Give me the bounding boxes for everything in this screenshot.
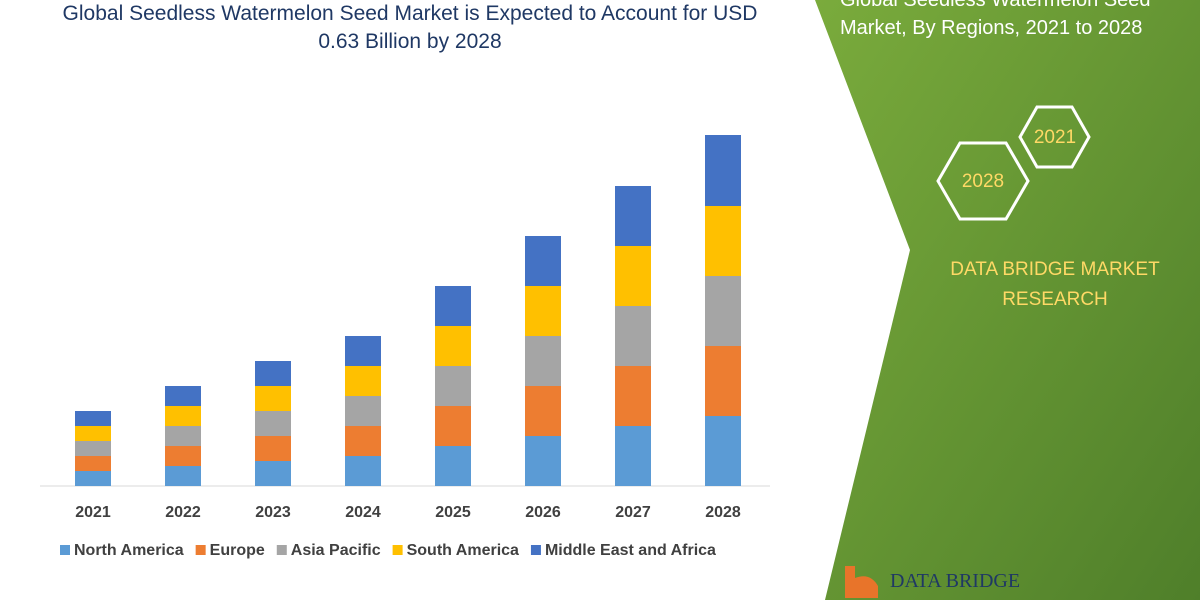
bar-segment: [705, 346, 741, 416]
legend-label: North America: [74, 542, 184, 559]
bar-segment: [705, 206, 741, 276]
bar-segment: [345, 366, 381, 396]
x-tick-label: 2024: [345, 504, 381, 521]
bar-segment: [705, 416, 741, 486]
bar-segment: [345, 336, 381, 366]
bar-segment: [705, 276, 741, 346]
bar-segment: [435, 406, 471, 446]
legend-swatch: [60, 545, 70, 555]
x-tick-label: 2027: [615, 504, 651, 521]
legend-label: Middle East and Africa: [545, 542, 716, 559]
bar-segment: [165, 466, 201, 486]
x-tick-label: 2021: [75, 504, 111, 521]
bar-segment: [525, 286, 561, 336]
bar-segment: [255, 386, 291, 411]
bar-segment: [255, 436, 291, 461]
bar-segment: [75, 456, 111, 471]
bar-segment: [165, 426, 201, 446]
x-tick-label: 2028: [705, 504, 741, 521]
bar-segment: [615, 306, 651, 366]
logo-text: DATA BRIDGE: [890, 570, 1021, 592]
brand: DATA BRIDGE MARKET RESEARCH: [950, 259, 1160, 310]
bar-segment: [525, 236, 561, 286]
badge: 2021: [1034, 127, 1076, 148]
bar-segment: [345, 456, 381, 486]
bar-segment: [525, 336, 561, 386]
bar-segment: [345, 426, 381, 456]
bar-segment: [435, 286, 471, 326]
bar-segment: [75, 426, 111, 441]
legend-swatch: [530, 545, 541, 555]
bar-segment: [75, 441, 111, 456]
bar-segment: [165, 386, 201, 406]
badge: 2028: [962, 171, 1004, 192]
bar-segment: [255, 411, 291, 436]
bar-segment: [615, 186, 651, 246]
hexagon: [936, 141, 1030, 221]
legend-swatch: [195, 545, 206, 555]
chart-title: Global Seedless Watermelon Seed Market i…: [62, 2, 758, 53]
bar-segment: [525, 386, 561, 436]
legend-label: Asia Pacific: [291, 542, 381, 559]
bar-segment: [435, 326, 471, 366]
bar-segment: [705, 135, 741, 206]
legend-label: South America: [407, 542, 519, 559]
bar-segment: [615, 426, 651, 486]
hexagon: [1018, 105, 1091, 169]
bar-segment: [255, 461, 291, 486]
legend-label: Europe: [210, 542, 265, 559]
bar-segment: [615, 246, 651, 306]
x-tick-label: 2025: [435, 504, 471, 521]
bar-segment: [75, 471, 111, 486]
bar-segment: [75, 411, 111, 426]
side-panel-bg: [815, 0, 1200, 600]
x-tick-label: 2026: [525, 504, 561, 521]
side-title: Global Seedless Watermelon Seed Market, …: [840, 0, 1151, 39]
bar-segment: [345, 396, 381, 426]
legend-swatch: [392, 545, 403, 555]
bar-segment: [255, 361, 291, 386]
bar-segment: [525, 436, 561, 486]
bar-segment: [615, 366, 651, 426]
x-tick-label: 2022: [165, 504, 201, 521]
legend-swatch: [276, 545, 287, 555]
logo-icon: [845, 566, 878, 598]
bar-segment: [165, 446, 201, 466]
bar-segment: [435, 446, 471, 486]
bar-segment: [435, 366, 471, 406]
x-tick-label: 2023: [255, 504, 291, 521]
bar-segment: [165, 406, 201, 426]
